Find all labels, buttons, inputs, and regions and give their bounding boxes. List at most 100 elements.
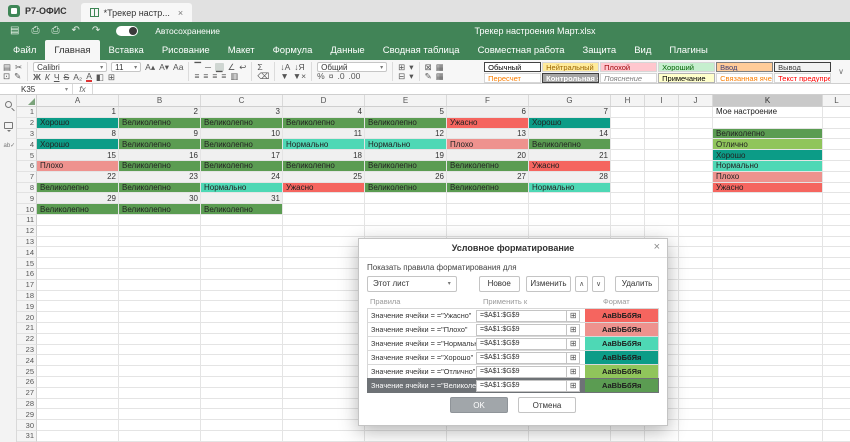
col-header-A[interactable]: A [37, 95, 119, 106]
cell-C6[interactable]: Великолепно [201, 161, 283, 172]
select-all-corner[interactable] [17, 95, 37, 106]
cell-K10[interactable] [713, 204, 823, 215]
cell-D27[interactable] [283, 388, 365, 399]
cell-J23[interactable] [679, 345, 713, 356]
close-icon[interactable]: × [654, 241, 660, 253]
cell-J31[interactable] [679, 431, 713, 442]
cell-E8[interactable]: Великолепно [365, 183, 447, 194]
cell-F1[interactable]: 6 [447, 107, 529, 118]
paintbrush-button[interactable]: ✎ [425, 72, 432, 81]
cell-A26[interactable] [37, 377, 119, 388]
cell-C31[interactable] [201, 431, 283, 442]
name-box[interactable]: K35 ▾ [17, 84, 73, 94]
cell-B4[interactable]: Великолепно [119, 139, 201, 150]
cell-A9[interactable]: 29 [37, 193, 119, 204]
cell-style-Обычный[interactable]: Обычный [484, 62, 541, 72]
col-header-G[interactable]: G [529, 95, 611, 106]
insert-function-button[interactable]: fx [73, 84, 93, 94]
wrap-text-button[interactable]: ↩ [239, 63, 246, 72]
cell-I11[interactable] [645, 215, 679, 226]
row-header-28[interactable]: 28 [17, 399, 37, 410]
cell-I5[interactable] [645, 150, 679, 161]
cell-D13[interactable] [283, 237, 365, 248]
cell-C9[interactable]: 31 [201, 193, 283, 204]
cell-C17[interactable] [201, 280, 283, 291]
cell-G31[interactable] [529, 431, 611, 442]
cell-I12[interactable] [645, 226, 679, 237]
align-left-button[interactable]: ≡ [194, 72, 199, 81]
row-header-27[interactable]: 27 [17, 388, 37, 399]
cell-A2[interactable]: Хорошо [37, 118, 119, 129]
fill-color-button[interactable]: ◧ [96, 73, 104, 82]
paste-button[interactable]: ▤ [3, 63, 11, 72]
cell-C22[interactable] [201, 334, 283, 345]
cell-B29[interactable] [119, 409, 201, 420]
col-header-E[interactable]: E [365, 95, 447, 106]
rule-range-input[interactable]: =$A$1:$G$9 [476, 352, 567, 364]
cell-B9[interactable]: 30 [119, 193, 201, 204]
cell-F11[interactable] [447, 215, 529, 226]
row-header-19[interactable]: 19 [17, 301, 37, 312]
tab-Рисование[interactable]: Рисование [153, 40, 219, 60]
cell-L24[interactable] [823, 355, 850, 366]
cell-C16[interactable] [201, 269, 283, 280]
cell-H4[interactable] [611, 139, 645, 150]
cell-A22[interactable] [37, 334, 119, 345]
table-template-button[interactable]: ▦ [436, 72, 444, 81]
cell-style-Пояснение[interactable]: Пояснение [600, 73, 657, 83]
cell-J15[interactable] [679, 258, 713, 269]
cell-D7[interactable]: 25 [283, 172, 365, 183]
cell-G6[interactable]: Ужасно [529, 161, 611, 172]
cell-D11[interactable] [283, 215, 365, 226]
cell-K11[interactable] [713, 215, 823, 226]
cell-L6[interactable] [823, 161, 850, 172]
cell-K18[interactable] [713, 291, 823, 302]
cell-A16[interactable] [37, 269, 119, 280]
insert-cells-button[interactable]: ⊞ [398, 63, 405, 72]
app-logo[interactable]: Р7-ОФИС [0, 0, 81, 22]
cell-C2[interactable]: Великолепно [201, 118, 283, 129]
cell-F10[interactable] [447, 204, 529, 215]
row-header-17[interactable]: 17 [17, 280, 37, 291]
borders-button[interactable]: ⊞ [108, 73, 115, 82]
row-header-1[interactable]: 1 [17, 107, 37, 118]
select-range-icon[interactable]: ⊞ [567, 380, 580, 392]
change-case-button[interactable]: Aa [173, 63, 183, 72]
cell-J25[interactable] [679, 366, 713, 377]
tab-Плагины[interactable]: Плагины [660, 40, 717, 60]
cell-K22[interactable] [713, 334, 823, 345]
cell-D18[interactable] [283, 291, 365, 302]
cell-A24[interactable] [37, 355, 119, 366]
cell-I31[interactable] [645, 431, 679, 442]
cell-I2[interactable] [645, 118, 679, 129]
cell-B23[interactable] [119, 345, 201, 356]
cell-B14[interactable] [119, 247, 201, 258]
cell-H31[interactable] [611, 431, 645, 442]
cell-style-Вывод[interactable]: Вывод [774, 62, 831, 72]
cell-E7[interactable]: 26 [365, 172, 447, 183]
document-tab[interactable]: *Трекер настр... × [81, 3, 192, 22]
cell-B11[interactable] [119, 215, 201, 226]
cancel-button[interactable]: Отмена [518, 397, 576, 413]
filter-button[interactable]: ▼ [280, 72, 288, 81]
row-header-12[interactable]: 12 [17, 226, 37, 237]
cell-B18[interactable] [119, 291, 201, 302]
cell-C10[interactable]: Великолепно [201, 204, 283, 215]
cell-J10[interactable] [679, 204, 713, 215]
cell-A14[interactable] [37, 247, 119, 258]
cell-J29[interactable] [679, 409, 713, 420]
orientation-button[interactable]: ∠ [228, 63, 236, 72]
cell-D24[interactable] [283, 355, 365, 366]
cell-D10[interactable] [283, 204, 365, 215]
cell-H6[interactable] [611, 161, 645, 172]
align-center-button[interactable]: ≡ [203, 72, 208, 81]
merge-cells-button[interactable]: ▥ [230, 72, 238, 81]
tab-Формула[interactable]: Формула [264, 40, 322, 60]
cell-J5[interactable] [679, 150, 713, 161]
cell-A15[interactable] [37, 258, 119, 269]
cell-L31[interactable] [823, 431, 850, 442]
cell-J30[interactable] [679, 420, 713, 431]
cell-G8[interactable]: Нормально [529, 183, 611, 194]
tab-Данные[interactable]: Данные [321, 40, 373, 60]
cell-K14[interactable] [713, 247, 823, 258]
